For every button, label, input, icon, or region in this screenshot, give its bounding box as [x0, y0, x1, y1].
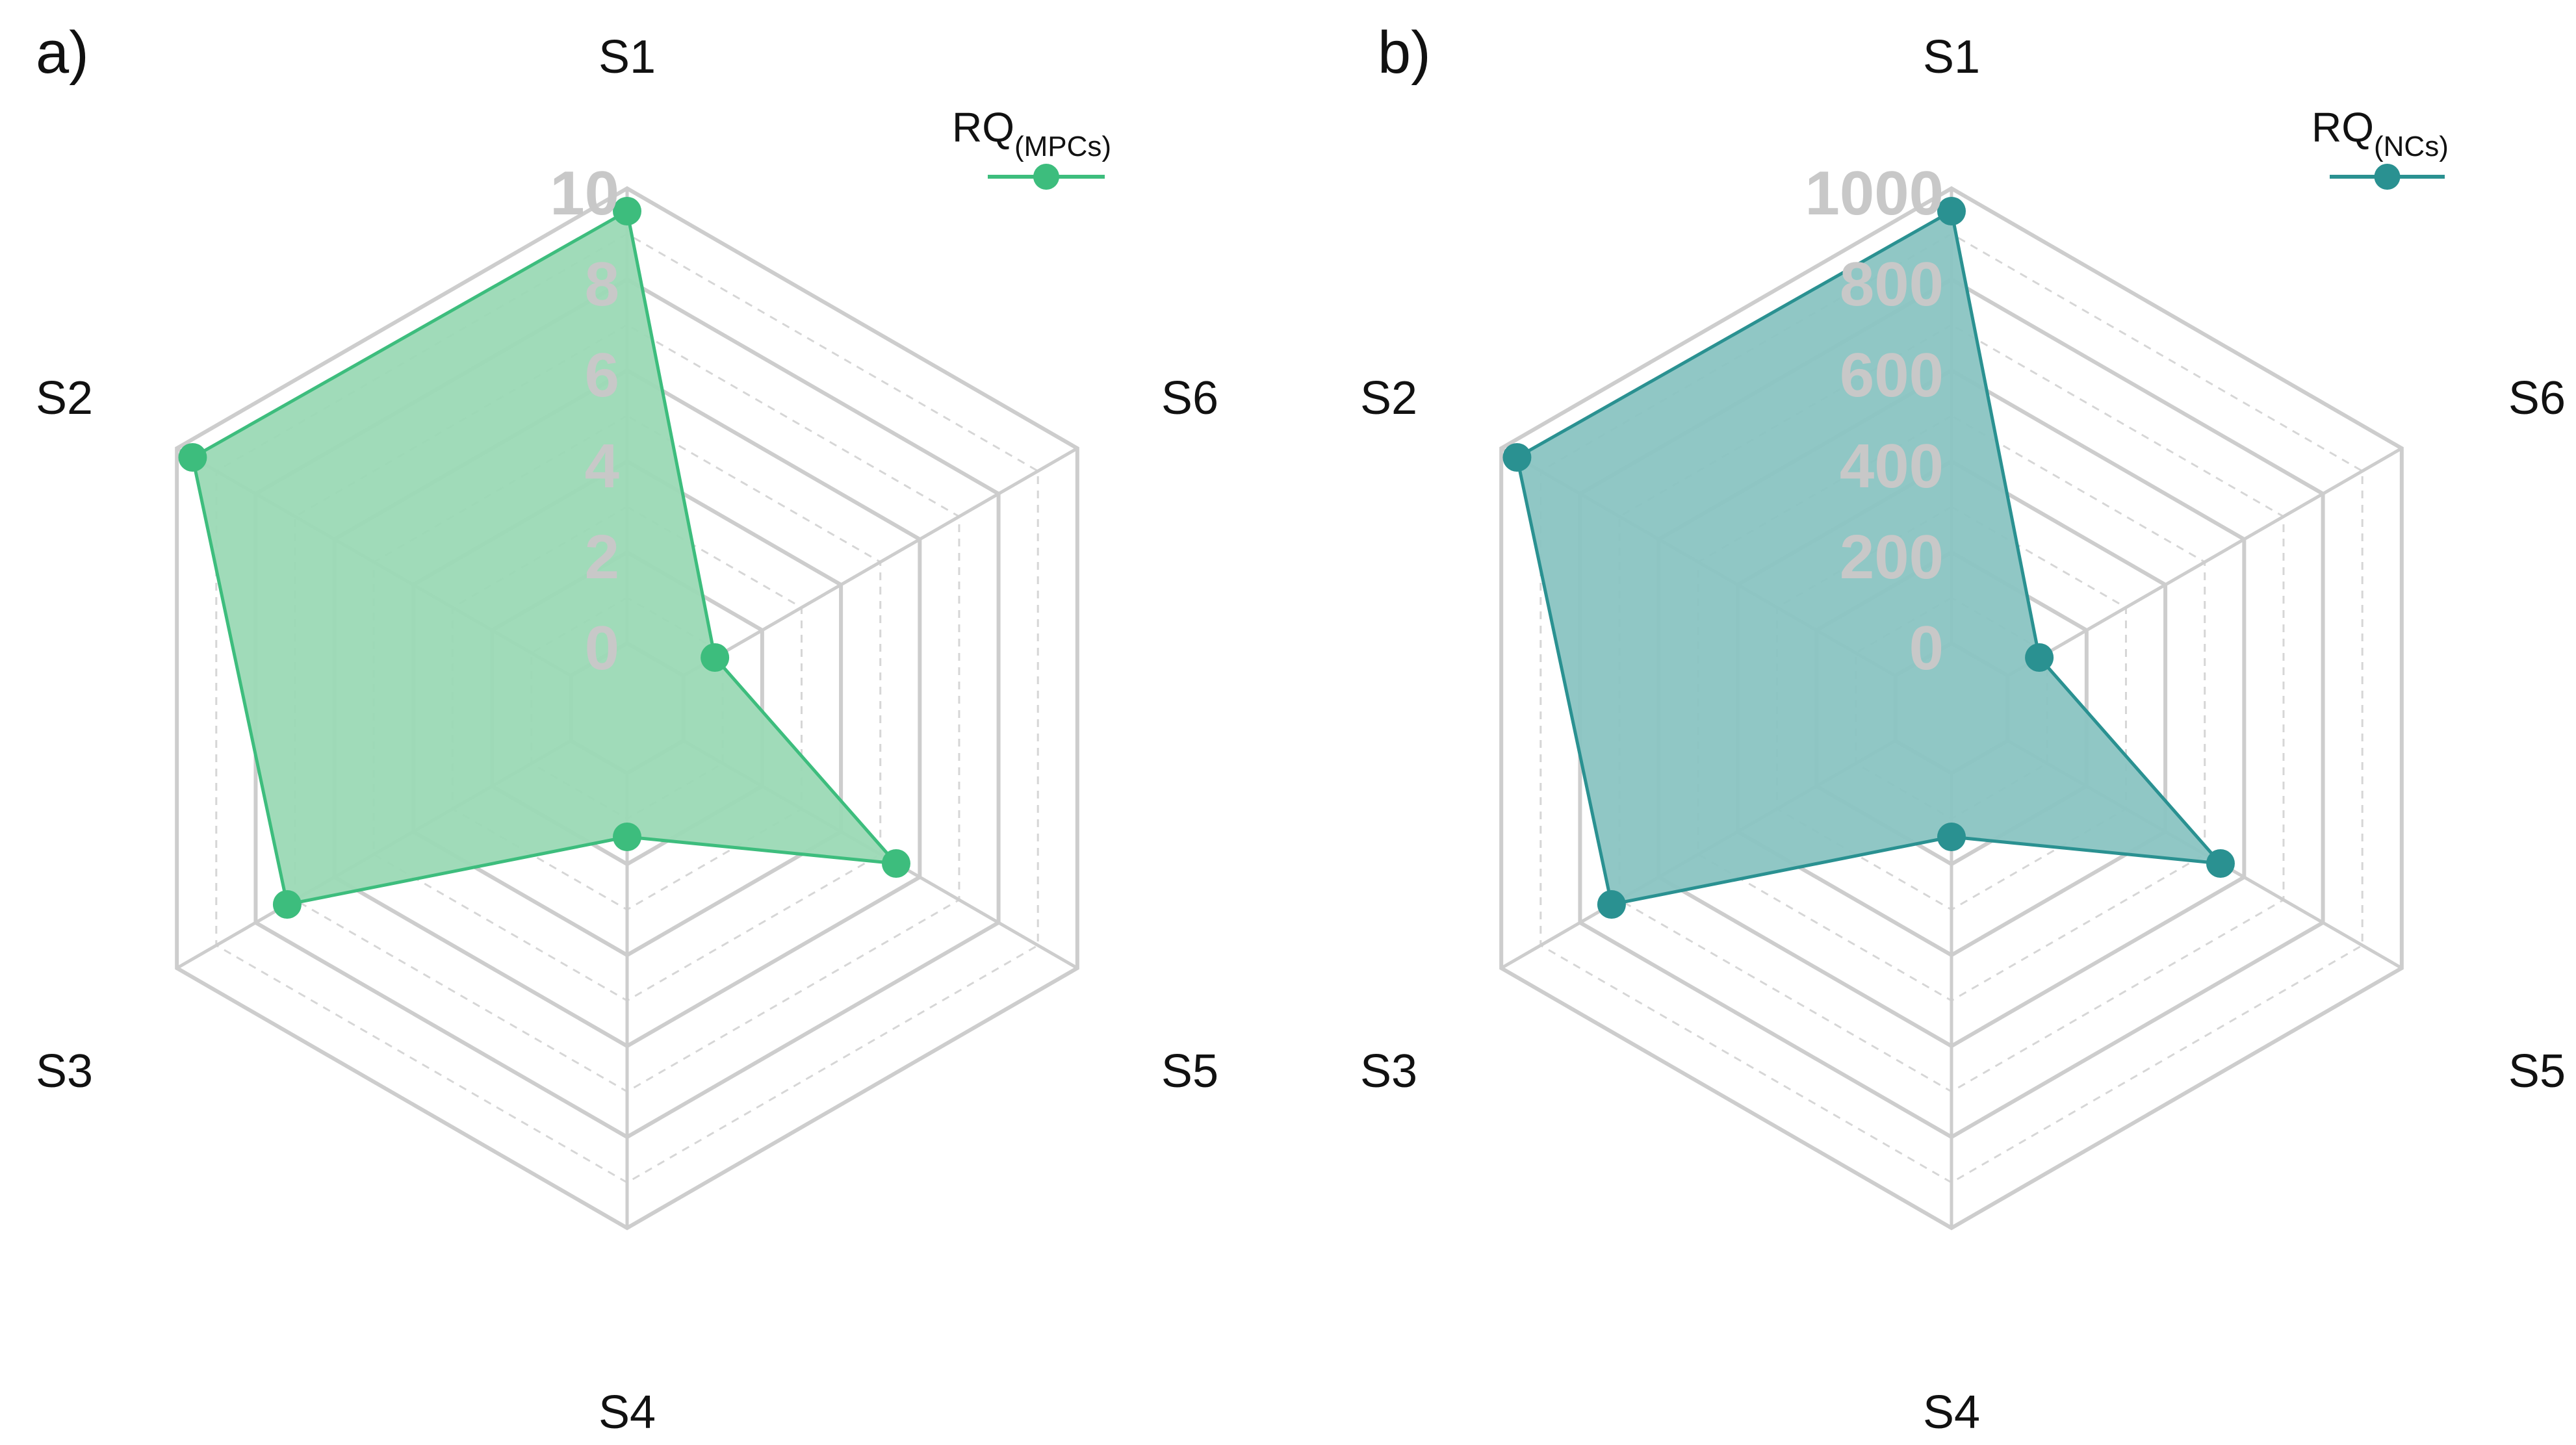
- data-point-s3: [1597, 890, 1626, 919]
- axis-label-s1-b: S1: [1923, 31, 1980, 83]
- data-point-s3: [272, 890, 302, 919]
- tick-label: 10: [550, 159, 619, 228]
- radar-series-a: [178, 197, 910, 919]
- radial-tick-labels-a: 0 2 4 6 8 10: [550, 159, 619, 683]
- tick-label: 200: [1840, 522, 1944, 592]
- panel-label-b: b): [1378, 19, 1431, 86]
- legend-series-sub-a: (MPCs): [1014, 131, 1111, 162]
- data-point-s5: [881, 849, 910, 878]
- legend-a: RQ(MPCs): [952, 104, 1111, 190]
- axis-label-s1-a: S1: [599, 31, 656, 83]
- panel-label-a: a): [36, 19, 89, 86]
- tick-label: 8: [585, 249, 619, 319]
- axis-label-s3-b: S3: [1360, 1045, 1417, 1097]
- axis-label-s4-a: S4: [599, 1387, 656, 1439]
- radar-series-b: [1502, 197, 2235, 919]
- legend-title-b: RQ(NCs): [2312, 104, 2449, 162]
- axis-label-s5-a: S5: [1161, 1045, 1218, 1097]
- tick-label: 400: [1840, 431, 1944, 501]
- data-point-s2: [178, 443, 207, 472]
- axis-label-s3-a: S3: [36, 1045, 93, 1097]
- grid-spoke: [682, 446, 1079, 678]
- tick-label: 1000: [1805, 159, 1944, 228]
- data-point-s1: [1937, 197, 1966, 225]
- tick-label: 800: [1840, 249, 1944, 319]
- legend-marker-b: [2374, 164, 2401, 190]
- legend-title-a: RQ(MPCs): [952, 104, 1111, 162]
- tick-label: 0: [1909, 613, 1944, 683]
- data-point-s1: [613, 197, 641, 225]
- radar-chart-a: 0 2 4 6 8 10 a) S1 S2 S3 S4 S5 S6 RQ(MPCs): [36, 19, 1218, 1439]
- radar-chart-b: 0 200 400 600 800 1000 b) S1 S2 S3 S4 S5 S6 R…: [1360, 19, 2566, 1439]
- tick-label: 600: [1840, 340, 1944, 410]
- data-point-s6: [2025, 643, 2054, 672]
- data-point-s5: [2206, 849, 2235, 878]
- tick-label: 6: [585, 340, 619, 410]
- legend-series-name-a: RQ: [952, 104, 1014, 151]
- legend-series-sub-b: (NCs): [2374, 131, 2449, 162]
- data-point-s2: [1502, 443, 1532, 472]
- axis-label-s2-b: S2: [1360, 372, 1417, 424]
- data-point-s4: [613, 823, 641, 851]
- grid-spoke: [2007, 446, 2403, 678]
- axis-label-s5-b: S5: [2508, 1045, 2566, 1097]
- axis-label-s6-a: S6: [1161, 372, 1218, 424]
- data-point-s6: [701, 643, 730, 672]
- data-point-s4: [1937, 823, 1966, 851]
- tick-label: 0: [585, 613, 619, 683]
- axis-label-s4-b: S4: [1923, 1387, 1980, 1439]
- legend-series-name-b: RQ: [2312, 104, 2374, 151]
- tick-label: 2: [585, 522, 619, 592]
- legend-marker-a: [1033, 164, 1059, 190]
- legend-b: RQ(NCs): [2312, 104, 2449, 190]
- axis-label-s2-a: S2: [36, 372, 93, 424]
- axis-label-s6-b: S6: [2508, 372, 2566, 424]
- tick-label: 4: [585, 431, 619, 501]
- radial-tick-labels-b: 0 200 400 600 800 1000: [1805, 159, 1944, 683]
